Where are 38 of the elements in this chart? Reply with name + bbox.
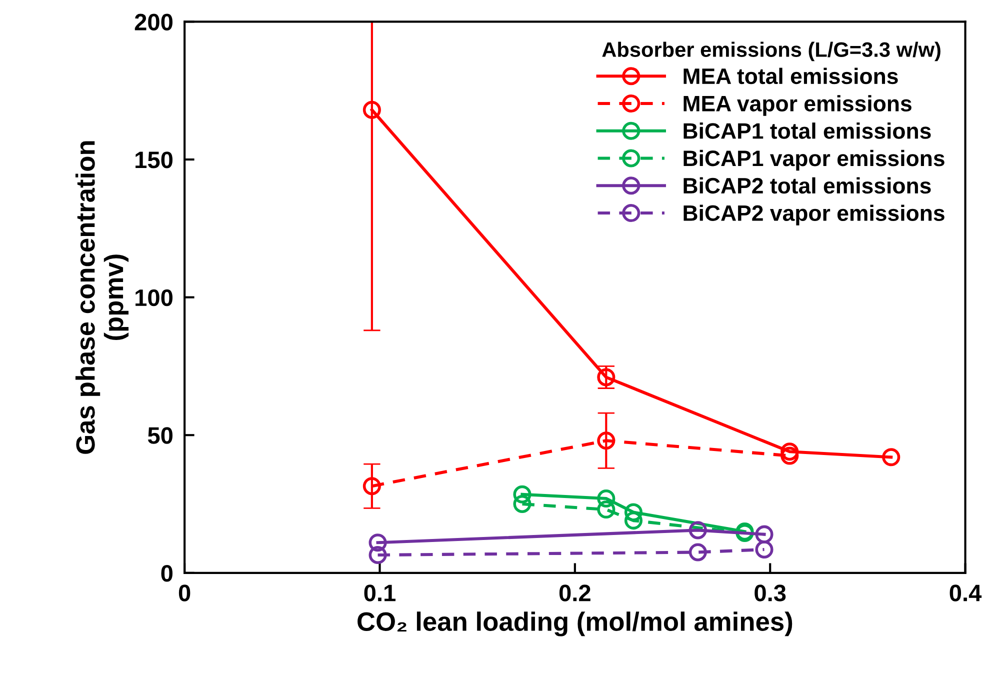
legend-label: MEA total emissions [684, 68, 898, 84]
y-tick-label: 50 [148, 427, 172, 444]
point [755, 525, 774, 544]
point [597, 489, 616, 508]
x-tick-label: 0.3 [754, 584, 786, 602]
x-tick-label: 0 [178, 584, 190, 602]
legend-label: BiCAP2 vapor emissions [684, 204, 944, 226]
point [597, 500, 616, 519]
point [597, 368, 616, 386]
point [368, 546, 387, 564]
point [780, 442, 799, 461]
point [688, 543, 707, 562]
point [513, 485, 532, 504]
y-tick-label: 150 [136, 152, 172, 168]
x-tick-label: 0.2 [559, 584, 590, 602]
x-tick-label: 0.1 [364, 584, 396, 602]
x-tick-label: 0.4 [950, 584, 982, 602]
y-tick-label: 100 [136, 289, 172, 306]
point [368, 534, 387, 552]
point [597, 432, 616, 450]
point [624, 503, 643, 522]
point [624, 512, 643, 530]
point [780, 446, 799, 465]
x-axis-title: CO₂ lean loading (mol/mol amines) [358, 612, 792, 636]
point [882, 448, 900, 466]
legend-title: Absorber emissions (L/G=3.3 w/w) [602, 42, 940, 62]
point [362, 477, 381, 496]
point [362, 100, 381, 119]
point [513, 494, 532, 514]
point [755, 540, 774, 559]
y-axis-title: Gas phase concentration (ppmv) [75, 141, 129, 454]
legend-label: MEA vapor emissions [684, 95, 912, 116]
y-tick-label: 200 [134, 14, 172, 30]
legend-label: BiCAP1 total emissions [684, 122, 931, 139]
legend-label: BiCAP2 total emissions [684, 177, 931, 194]
point [688, 521, 707, 540]
y-tick-label: 0 [161, 564, 172, 582]
legend-label: BiCAP1 vapor emissions [684, 150, 944, 171]
